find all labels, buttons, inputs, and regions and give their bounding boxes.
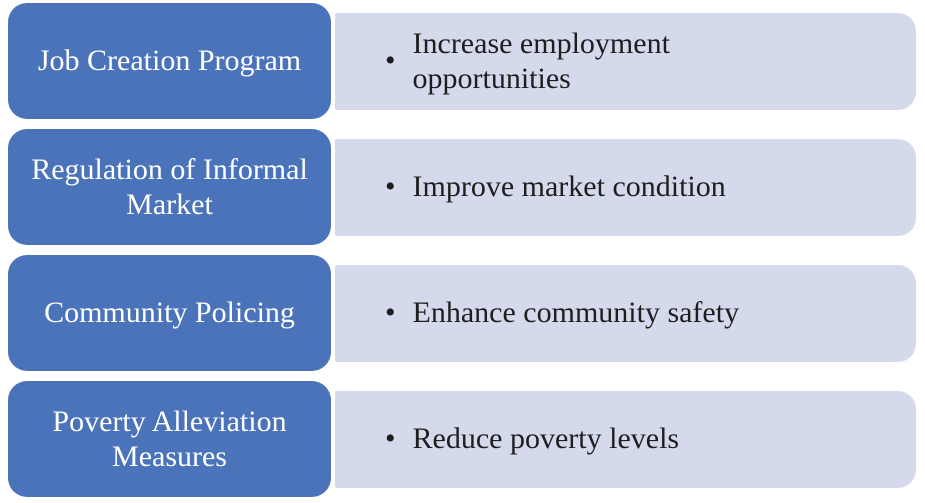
diagram-row-informal-market: Regulation of Informal Market • Improve … bbox=[0, 129, 925, 245]
bullet-dot-icon: • bbox=[385, 422, 396, 456]
label-text: Poverty Alleviation Measures bbox=[52, 404, 287, 473]
bullet-box-job-creation: • Increase employment opportunities bbox=[335, 12, 916, 110]
bullet-text: Enhance community safety bbox=[412, 296, 740, 330]
bullet-text: Increase employment opportunities bbox=[412, 26, 670, 95]
label-text: Regulation of Informal Market bbox=[31, 152, 308, 221]
bullet-text: Improve market condition bbox=[412, 170, 726, 204]
label-box-community-policing: Community Policing bbox=[8, 255, 331, 371]
bullet-dot-icon: • bbox=[385, 170, 396, 204]
bullet-dot-icon: • bbox=[385, 44, 396, 78]
bullet-dot-icon: • bbox=[385, 296, 396, 330]
diagram-row-community-policing: Community Policing • Enhance community s… bbox=[0, 255, 925, 371]
bullet-box-informal-market: • Improve market condition bbox=[335, 138, 916, 236]
label-box-poverty-alleviation: Poverty Alleviation Measures bbox=[8, 381, 331, 497]
label-box-informal-market: Regulation of Informal Market bbox=[8, 129, 331, 245]
diagram-row-job-creation: Job Creation Program • Increase employme… bbox=[0, 3, 925, 119]
diagram-row-poverty-alleviation: Poverty Alleviation Measures • Reduce po… bbox=[0, 381, 925, 497]
bullet-box-poverty-alleviation: • Reduce poverty levels bbox=[335, 390, 916, 488]
bullet-text: Reduce poverty levels bbox=[412, 422, 680, 456]
label-text: Community Policing bbox=[44, 296, 295, 330]
label-box-job-creation: Job Creation Program bbox=[8, 3, 331, 119]
bullet-box-community-policing: • Enhance community safety bbox=[335, 264, 916, 362]
label-text: Job Creation Program bbox=[37, 44, 302, 78]
